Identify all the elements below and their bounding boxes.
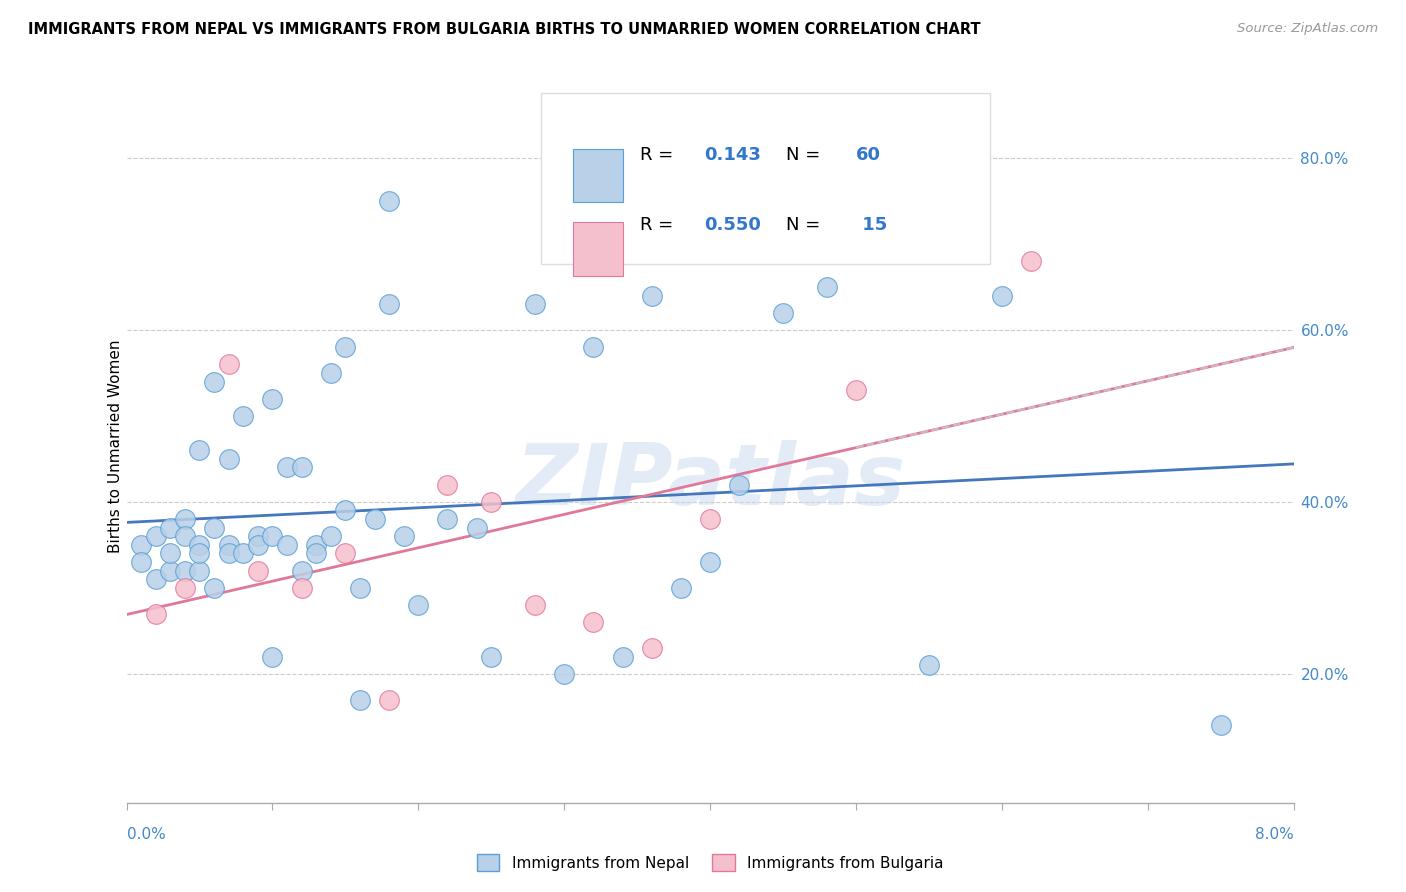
Text: Source: ZipAtlas.com: Source: ZipAtlas.com	[1237, 22, 1378, 36]
Point	[669, 581, 692, 595]
Point	[553, 666, 575, 681]
Point	[262, 529, 284, 543]
Text: 0.143: 0.143	[704, 146, 761, 164]
Text: IMMIGRANTS FROM NEPAL VS IMMIGRANTS FROM BULGARIA BIRTHS TO UNMARRIED WOMEN CORR: IMMIGRANTS FROM NEPAL VS IMMIGRANTS FROM…	[28, 22, 981, 37]
Point	[188, 564, 211, 578]
Point	[202, 581, 225, 595]
Point	[218, 546, 240, 560]
Point	[378, 194, 401, 208]
Point	[145, 529, 167, 543]
Point	[129, 538, 152, 552]
Point	[262, 649, 284, 664]
FancyBboxPatch shape	[574, 222, 623, 276]
Point	[523, 598, 546, 612]
Point	[319, 529, 342, 543]
Point	[290, 460, 312, 475]
Point	[728, 477, 751, 491]
Point	[159, 564, 181, 578]
Text: R =: R =	[640, 217, 679, 235]
Text: 8.0%: 8.0%	[1254, 827, 1294, 841]
Text: ZIPatlas: ZIPatlas	[515, 440, 905, 524]
Point	[145, 572, 167, 586]
Point	[202, 375, 225, 389]
Point	[188, 546, 211, 560]
Point	[145, 607, 167, 621]
Point	[845, 383, 868, 397]
Point	[1209, 718, 1232, 732]
Point	[305, 538, 328, 552]
Point	[1019, 254, 1042, 268]
Point	[612, 649, 634, 664]
Point	[188, 443, 211, 458]
Point	[990, 288, 1012, 302]
Point	[319, 366, 342, 380]
Point	[202, 521, 225, 535]
Point	[174, 529, 197, 543]
Point	[582, 615, 605, 630]
Point	[815, 280, 838, 294]
Point	[436, 512, 458, 526]
Point	[218, 357, 240, 371]
Point	[129, 555, 152, 569]
Point	[276, 538, 298, 552]
Point	[699, 512, 721, 526]
Legend: Immigrants from Nepal, Immigrants from Bulgaria: Immigrants from Nepal, Immigrants from B…	[471, 848, 949, 877]
Point	[479, 649, 502, 664]
Point	[290, 581, 312, 595]
Point	[408, 598, 430, 612]
Point	[349, 581, 371, 595]
Point	[918, 658, 941, 673]
Point	[772, 306, 794, 320]
Point	[436, 477, 458, 491]
Point	[699, 555, 721, 569]
Point	[218, 451, 240, 466]
Point	[262, 392, 284, 406]
Point	[582, 340, 605, 354]
Point	[246, 538, 269, 552]
Point	[174, 581, 197, 595]
Point	[465, 521, 488, 535]
Point	[378, 297, 401, 311]
Text: 0.0%: 0.0%	[127, 827, 166, 841]
FancyBboxPatch shape	[541, 93, 990, 264]
Point	[276, 460, 298, 475]
Point	[159, 546, 181, 560]
Text: 60: 60	[856, 146, 882, 164]
Point	[188, 538, 211, 552]
Point	[392, 529, 415, 543]
Point	[349, 692, 371, 706]
Point	[290, 564, 312, 578]
Point	[523, 297, 546, 311]
Text: N =: N =	[786, 217, 825, 235]
Point	[305, 546, 328, 560]
Y-axis label: Births to Unmarried Women: Births to Unmarried Women	[108, 339, 122, 553]
Point	[232, 546, 254, 560]
Point	[335, 503, 357, 517]
Point	[174, 512, 197, 526]
Point	[335, 340, 357, 354]
Text: R =: R =	[640, 146, 679, 164]
Point	[246, 564, 269, 578]
Point	[363, 512, 385, 526]
Point	[174, 564, 197, 578]
FancyBboxPatch shape	[574, 148, 623, 202]
Point	[246, 529, 269, 543]
Point	[232, 409, 254, 423]
Point	[159, 521, 181, 535]
Point	[335, 546, 357, 560]
Point	[378, 692, 401, 706]
Point	[218, 538, 240, 552]
Point	[640, 288, 664, 302]
Text: 0.550: 0.550	[704, 217, 761, 235]
Text: N =: N =	[786, 146, 825, 164]
Point	[640, 641, 664, 656]
Point	[479, 495, 502, 509]
Text: 15: 15	[856, 217, 887, 235]
